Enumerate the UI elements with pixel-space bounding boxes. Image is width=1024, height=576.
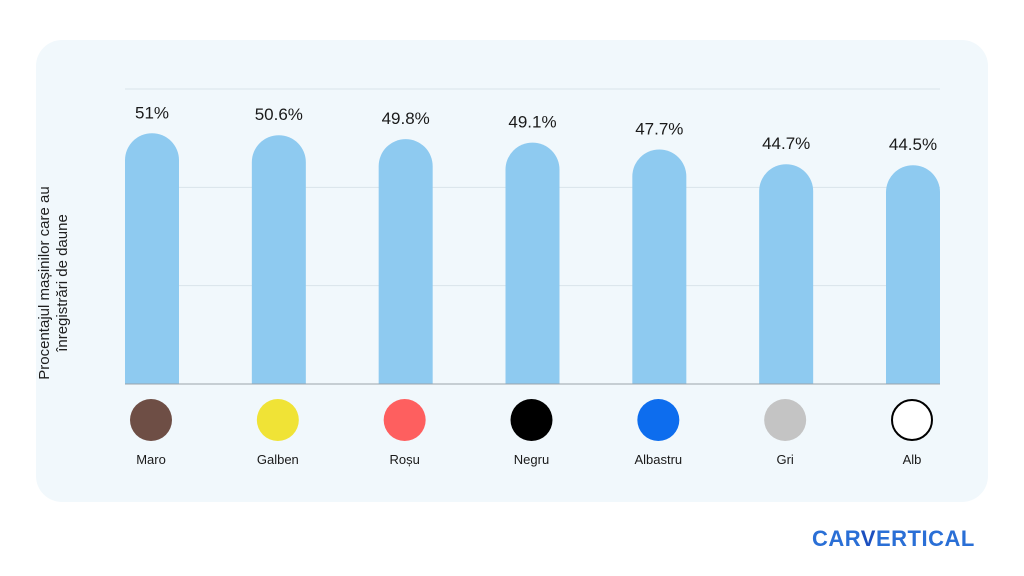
color-swatch-roșu <box>383 399 426 441</box>
color-swatch-albastru <box>637 399 680 441</box>
x-tick-label: Albastru <box>634 452 682 467</box>
bar-albastru <box>632 149 687 384</box>
color-swatch-negru <box>510 399 553 441</box>
color-swatch-gri <box>764 399 807 441</box>
data-label: 44.5% <box>889 135 937 154</box>
bar-roșu <box>378 139 433 384</box>
y-axis-label: Procentajul mașinilor care au înregistră… <box>36 186 71 380</box>
x-tick-label: Galben <box>257 452 299 467</box>
color-swatch-alb <box>891 399 933 441</box>
data-label: 49.1% <box>508 113 556 132</box>
bar-gri <box>759 164 814 384</box>
x-tick-label: Maro <box>136 452 166 467</box>
x-tick-label: Alb <box>903 452 922 467</box>
x-tick-label: Negru <box>514 452 549 467</box>
carvertical-logo: CARVERTICAL <box>812 526 975 551</box>
data-label: 50.6% <box>255 105 303 124</box>
color-swatch-maro <box>130 399 172 441</box>
bar-maro <box>125 133 179 384</box>
bar-alb <box>886 165 940 384</box>
color-swatch-galben <box>256 399 299 441</box>
data-label: 47.7% <box>635 119 683 138</box>
data-label: 49.8% <box>382 109 430 128</box>
x-tick-label: Roșu <box>389 452 419 467</box>
x-tick-label: Gri <box>776 452 793 467</box>
data-label: 51% <box>135 103 169 122</box>
data-label: 44.7% <box>762 134 810 153</box>
bar-negru <box>505 142 560 384</box>
bar-galben <box>251 135 306 384</box>
